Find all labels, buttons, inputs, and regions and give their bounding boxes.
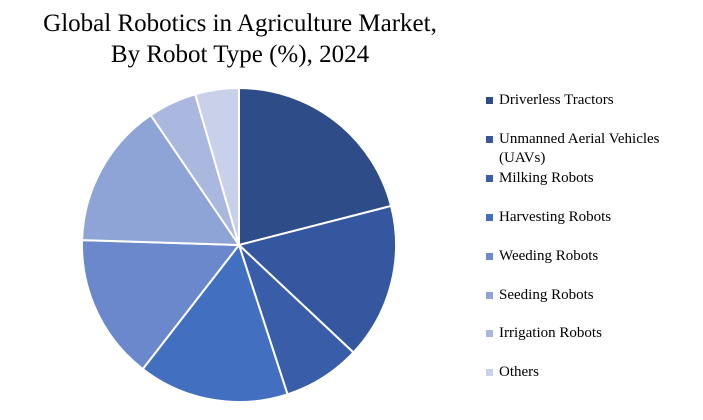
legend-swatch (486, 136, 493, 143)
legend-label: Weeding Robots (499, 248, 599, 264)
legend-item: Others (486, 363, 701, 382)
legend-swatch (486, 369, 493, 376)
pie-slice-others (194, 87, 240, 246)
legend-label: Driverless Tractors (499, 92, 614, 108)
legend-swatch (486, 175, 493, 182)
legend-label: Milking Robots (499, 170, 594, 186)
legend-swatch (486, 253, 493, 260)
chart-legend: Driverless Tractors Unmanned Aerial Vehic… (486, 0, 703, 420)
pie-slice-harvesting-robots (141, 244, 289, 403)
legend-label: Others (499, 364, 539, 380)
legend-item: Milking Robots (486, 169, 701, 188)
legend-label: Harvesting Robots (499, 209, 612, 225)
legend-swatch (486, 214, 493, 221)
chart-title: Global Robotics in Agriculture Market, B… (43, 10, 437, 68)
legend-item: Weeding Robots (486, 247, 701, 266)
legend-item: Seeding Robots (486, 286, 701, 305)
legend-label: Unmanned Aerial Vehicles (UAVs) (499, 131, 660, 166)
legend-label: Seeding Robots (499, 287, 594, 303)
pie-slice-unmanned-aerial-vehicles-uavs (238, 204, 398, 354)
pie-slice-driverless-tractors (238, 87, 393, 246)
legend-item: Driverless Tractors (486, 91, 701, 110)
legend-item: Irrigation Robots (486, 324, 701, 343)
pie-chart (81, 87, 398, 403)
legend-swatch (486, 292, 493, 299)
pie-slice-seeding-robots (81, 114, 240, 246)
legend-swatch (486, 330, 493, 337)
legend-item: Harvesting Robots (486, 208, 701, 227)
legend-label: Irrigation Robots (499, 325, 602, 341)
legend-swatch (486, 97, 493, 104)
legend-item: Unmanned Aerial Vehicles (UAVs) (486, 130, 701, 168)
pie-slice-weeding-robots (81, 239, 240, 371)
